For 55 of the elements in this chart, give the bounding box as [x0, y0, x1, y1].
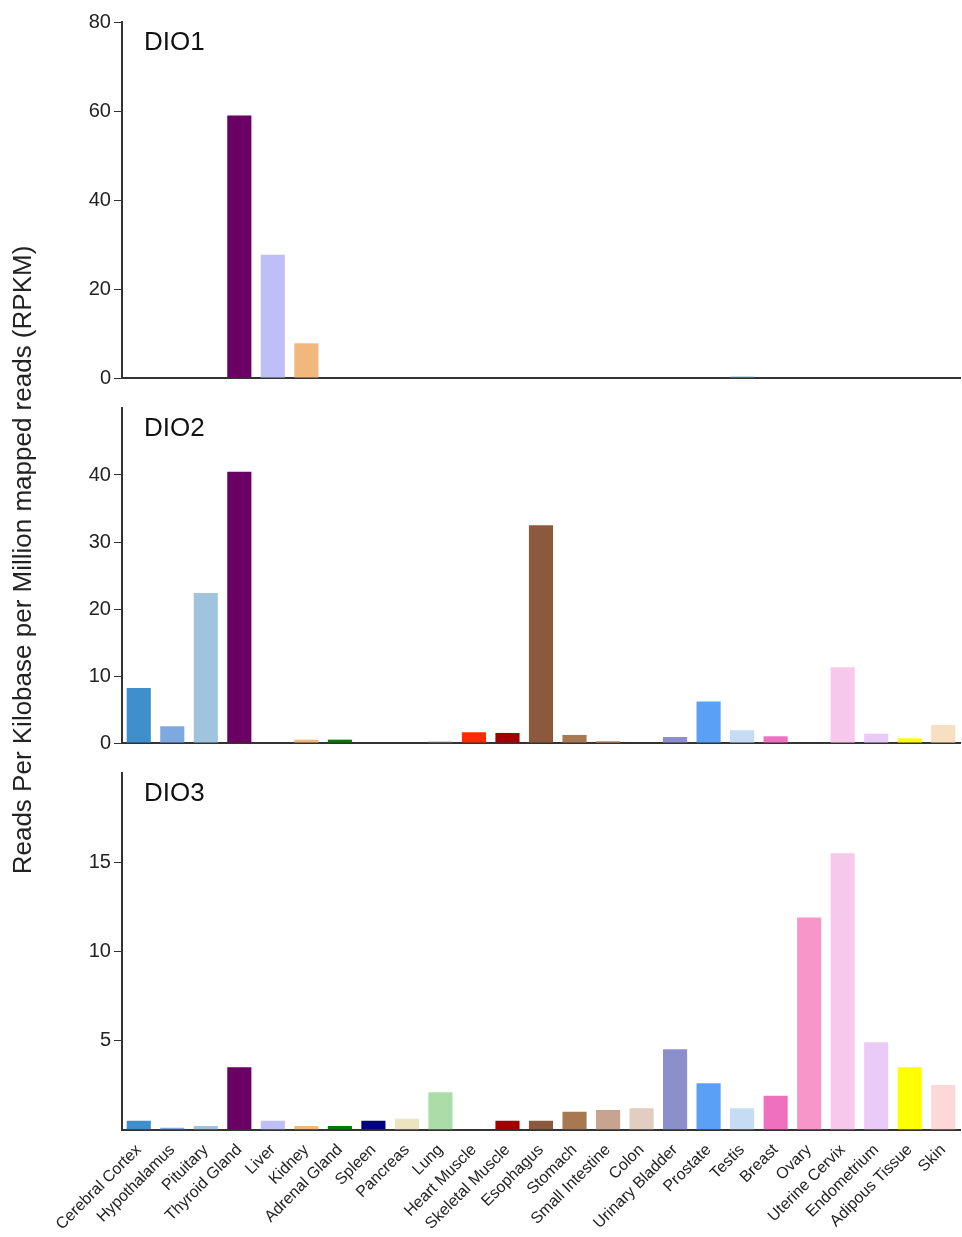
bar: [495, 1120, 520, 1130]
bar: [160, 726, 185, 743]
bar: [227, 1067, 252, 1130]
bar: [227, 471, 252, 743]
bar: [394, 1118, 419, 1130]
bar: [763, 736, 788, 743]
y-tick-label: 10: [88, 938, 111, 961]
bar: [327, 739, 352, 743]
bar: [663, 736, 688, 743]
bar: [864, 733, 889, 743]
y-tick-label: 10: [88, 663, 111, 686]
bar: [428, 1092, 453, 1130]
y-tick-label: 20: [88, 276, 111, 299]
bar: [763, 1095, 788, 1130]
bar: [830, 853, 855, 1130]
y-tick-label: 40: [88, 187, 111, 210]
y-tick-label: 15: [88, 849, 111, 872]
bar: [696, 701, 721, 743]
bar: [931, 1085, 956, 1130]
bar: [897, 1067, 922, 1130]
bar: [294, 739, 319, 743]
y-tick-label: 20: [88, 596, 111, 619]
bar: [595, 1109, 621, 1130]
y-axis-title: Reads Per Kilobase per Million mapped reads (RPKM): [6, 245, 38, 875]
y-tick-label: 0: [99, 365, 111, 388]
bar: [730, 730, 755, 743]
y-tick-label: 30: [88, 529, 111, 552]
bar: [897, 738, 922, 743]
bar: [864, 1042, 889, 1130]
chart-title: DIO2: [144, 412, 205, 443]
bar: [629, 1108, 654, 1130]
bar: [797, 917, 822, 1130]
bar: [126, 688, 151, 743]
bar: [260, 254, 285, 378]
bar: [696, 1083, 721, 1130]
y-tick-label: 40: [88, 462, 111, 485]
y-tick-label: 5: [99, 1027, 111, 1050]
bar: [461, 732, 487, 743]
y-tick-label: 80: [88, 9, 111, 32]
x-tick-label: Skin: [914, 1140, 949, 1175]
bar: [663, 1049, 688, 1130]
bar: [294, 343, 319, 378]
bar: [730, 1108, 755, 1130]
y-tick-label: 60: [88, 98, 111, 121]
bar: [495, 732, 520, 743]
chart-title: DIO3: [144, 777, 205, 808]
chart-title: DIO1: [144, 26, 205, 57]
y-tick-label: 0: [99, 730, 111, 753]
bar: [830, 667, 855, 743]
bar: [562, 1111, 587, 1130]
bar: [528, 525, 554, 743]
bar: [193, 592, 218, 743]
bar: [227, 115, 252, 378]
bar: [562, 734, 587, 743]
bar: [931, 724, 956, 743]
